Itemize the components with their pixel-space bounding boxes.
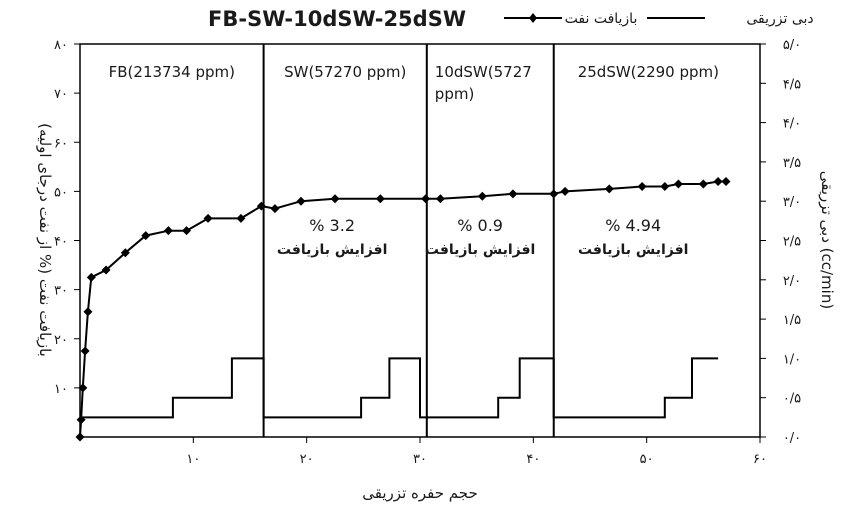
y-right-tick-label: ۴/۰ [783,117,801,132]
recovery-point [256,201,266,211]
y-right-tick-label: ۴/۵ [783,77,801,92]
region-label: 10dSW(5727 [435,63,532,81]
region-annotation-text: افزایش بازیافت [277,242,387,258]
x-tick-label: ۴۰ [526,452,540,467]
x-tick-label: ۱۰ [186,452,200,467]
recovery-point [549,189,559,199]
recovery-point [80,346,90,356]
y-left-tick-label: ۲۰ [54,333,68,348]
region-label: FB(213734 ppm) [109,63,235,81]
chart-title: FB-SW-10dSW-25dSW [208,7,466,31]
recovery-point [637,181,647,191]
x-tick-label: ۶۰ [753,452,767,467]
recovery-point [182,226,192,236]
recovery-point [604,184,614,194]
x-axis-label: حجم حفره تزریقی [362,484,477,502]
y-left-tick-label: ۸۰ [54,38,68,53]
recovery-point [270,204,280,214]
region-annotation-text: افزایش بازیافت [425,242,535,258]
recovery-point [330,194,340,204]
recovery-point [508,189,518,199]
region-label: SW(57270 ppm) [284,63,406,81]
recovery-point [120,248,130,258]
recovery-point [101,265,111,275]
recovery-point [163,226,173,236]
recovery-point [236,213,246,223]
recovery-point [76,415,86,425]
axis-ticks: ۱۰ ۲۰ ۳۰ ۴۰ ۵۰ ۶۰ ۱۰ ۲۰ ۳۰ ۴۰ ۵۰ ۶۰ ۷۰ ۸۰ ۰/۰ ۰/۵ ۱/۰ ۱/۵… [54,38,801,467]
recovery-point [721,177,731,187]
y-axis-right-label: دبی تزریقی (cc/min) [818,171,836,309]
regions: FB(213734 ppm) SW(57270 ppm) % 3.2 افزایش ب… [109,44,719,437]
region-label-line2: ppm) [435,85,475,103]
recovery-point [713,177,723,187]
recovery-point [560,186,570,196]
recovery-point [435,194,445,204]
legend-label-flowrate: دبی تزریقی [746,11,813,27]
y-right-tick-label: ۳/۰ [783,195,801,210]
y-right-tick-label: ۳/۵ [783,156,801,171]
y-left-tick-label: ۷۰ [54,87,68,102]
recovery-point [86,272,96,282]
recovery-point [141,231,151,241]
recovery-point [203,213,213,223]
x-tick-label: ۳۰ [413,452,427,467]
recovery-point [75,432,85,442]
legend-label-recovery: بازیافت نفت [565,11,638,27]
legend-marker-recovery [529,13,537,23]
legend: دبی تزریقی بازیافت نفت [504,11,814,27]
y-right-tick-label: ۰/۵ [783,392,801,407]
y-axis-left-label: بازیافت نفت (% از نفت درجای اولیه) [36,123,54,357]
y-left-tick-label: ۶۰ [54,136,68,151]
series-flowrate-line [80,357,719,419]
recovery-point [673,179,683,189]
y-left-tick-label: ۵۰ [54,185,68,200]
x-tick-label: ۲۰ [300,452,314,467]
y-left-tick-label: ۴۰ [54,235,68,250]
recovery-point [698,179,708,189]
y-right-tick-label: ۲/۵ [783,235,801,250]
y-right-tick-label: ۵/۰ [783,38,801,53]
region-annotation-value: % 0.9 [457,216,503,235]
y-right-tick-label: ۱/۰ [783,352,801,367]
region-annotation-value: % 4.94 [605,216,661,235]
y-left-tick-label: ۳۰ [54,284,68,299]
recovery-point [78,383,88,393]
recovery-point [296,196,306,206]
y-left-tick-label: ۱۰ [54,382,68,397]
recovery-point [375,194,385,204]
recovery-point [83,307,93,317]
recovery-point [477,191,487,201]
region-label: 25dSW(2290 ppm) [578,63,719,81]
y-right-tick-label: ۱/۵ [783,313,801,328]
region-annotation-value: % 3.2 [309,216,355,235]
y-right-tick-label: ۲/۰ [783,274,801,289]
recovery-point [421,194,431,204]
region-annotation-text: افزایش بازیافت [578,242,688,258]
y-right-tick-label: ۰/۰ [783,431,801,446]
x-tick-label: ۵۰ [640,452,654,467]
recovery-point [660,181,670,191]
series-recovery-markers [75,177,731,442]
